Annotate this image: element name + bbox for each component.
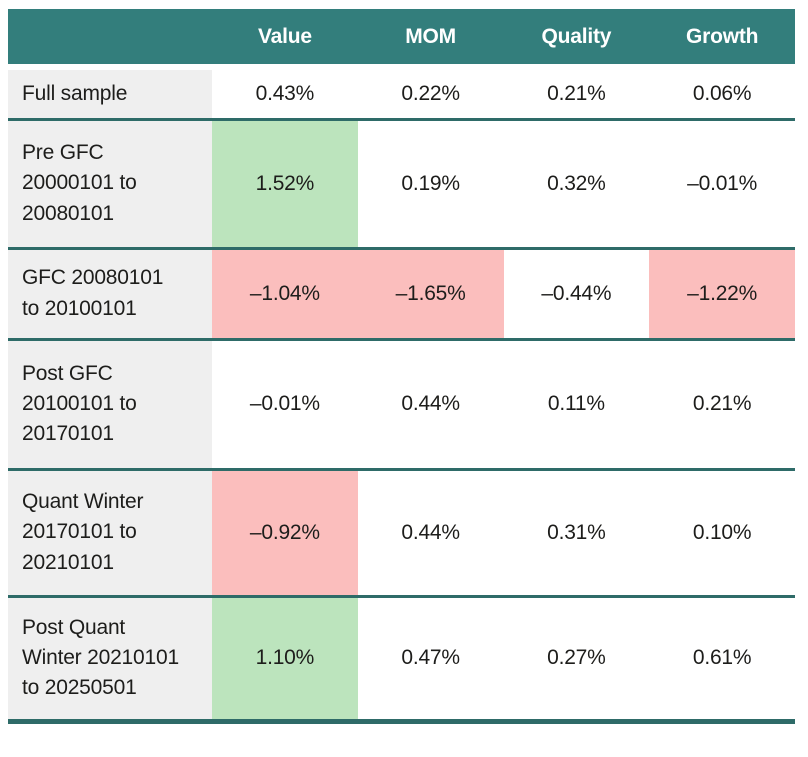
table-row: Pre GFC 20000101 to 20080101 1.52% 0.19%… xyxy=(8,119,795,248)
table-row: Post GFC 20100101 to 20170101 –0.01% 0.4… xyxy=(8,339,795,469)
column-header-growth: Growth xyxy=(649,9,795,67)
row-label: Post Quant Winter 20210101 to 20250501 xyxy=(8,596,212,721)
cell-growth: –0.01% xyxy=(649,119,795,248)
table-row: Quant Winter 20170101 to 20210101 –0.92%… xyxy=(8,469,795,596)
cell-value: –1.04% xyxy=(212,248,358,339)
table-header: Value MOM Quality Growth xyxy=(8,9,795,67)
cell-quality: 0.31% xyxy=(503,469,650,596)
corner-header-cell xyxy=(8,9,212,67)
cell-value: –0.92% xyxy=(212,469,358,596)
cell-value: 0.43% xyxy=(212,67,358,119)
table-row: Full sample 0.43% 0.22% 0.21% 0.06% xyxy=(8,67,795,119)
cell-value: 1.52% xyxy=(212,119,358,248)
cell-value: 1.10% xyxy=(212,596,358,721)
cell-mom: 0.44% xyxy=(357,469,504,596)
column-header-value: Value xyxy=(212,9,358,67)
cell-mom: 0.22% xyxy=(357,67,504,119)
cell-mom: 0.19% xyxy=(357,119,504,248)
row-label: Full sample xyxy=(8,67,212,119)
cell-quality: 0.32% xyxy=(503,119,650,248)
cell-growth: 0.10% xyxy=(649,469,795,596)
cell-quality: 0.11% xyxy=(503,339,650,469)
table-row: GFC 20080101 to 20100101 –1.04% –1.65% –… xyxy=(8,248,795,339)
cell-growth: 0.06% xyxy=(649,67,795,119)
cell-growth: –1.22% xyxy=(649,248,795,339)
table-body: Full sample 0.43% 0.22% 0.21% 0.06% Pre … xyxy=(8,67,795,721)
header-row: Value MOM Quality Growth xyxy=(8,9,795,67)
row-label: Quant Winter 20170101 to 20210101 xyxy=(8,469,212,596)
table-row: Post Quant Winter 20210101 to 20250501 1… xyxy=(8,596,795,721)
cell-mom: –1.65% xyxy=(357,248,504,339)
cell-mom: 0.47% xyxy=(357,596,504,721)
row-label: Post GFC 20100101 to 20170101 xyxy=(8,339,212,469)
cell-value: –0.01% xyxy=(212,339,358,469)
cell-mom: 0.44% xyxy=(357,339,504,469)
cell-growth: 0.21% xyxy=(649,339,795,469)
cell-quality: 0.27% xyxy=(503,596,650,721)
factor-performance-table: Value MOM Quality Growth Full sample 0.4… xyxy=(8,9,795,724)
row-label: GFC 20080101 to 20100101 xyxy=(8,248,212,339)
row-label: Pre GFC 20000101 to 20080101 xyxy=(8,119,212,248)
cell-quality: –0.44% xyxy=(503,248,650,339)
column-header-quality: Quality xyxy=(503,9,650,67)
cell-quality: 0.21% xyxy=(503,67,650,119)
column-header-mom: MOM xyxy=(357,9,504,67)
cell-growth: 0.61% xyxy=(649,596,795,721)
table-container: Value MOM Quality Growth Full sample 0.4… xyxy=(8,9,795,724)
